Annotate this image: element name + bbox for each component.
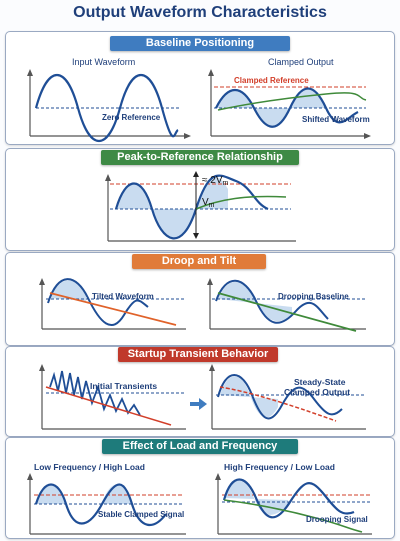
- baseline-diagram: Input Waveform Zero Reference Clamped Ou…: [27, 57, 371, 142]
- baseline-banner: Baseline Positioning: [110, 36, 290, 51]
- input-waveform: [34, 74, 179, 142]
- startup-diagram: Initial Transients Steady-State Clamped …: [39, 364, 366, 430]
- peak-dimension-arrows: [193, 171, 199, 239]
- load-left-axes: [27, 473, 186, 535]
- steady-fill: [220, 376, 278, 418]
- droop-panel: Droop and Tilt Tilted Waveform Drooping …: [5, 252, 395, 346]
- peak-banner: Peak-to-Reference Relationship: [101, 150, 299, 165]
- drooping-waveform: [215, 279, 329, 324]
- droop-green-line: [217, 292, 357, 332]
- high-freq-fill: [224, 480, 288, 515]
- low-frequency-label: Low Frequency / High Load: [34, 462, 145, 472]
- drooping-signal-label: Drooping Signal: [306, 515, 368, 524]
- startup-banner: Startup Transient Behavior: [118, 347, 278, 362]
- input-waveform-label: Input Waveform: [72, 57, 135, 67]
- steady-state-waveform: [217, 374, 343, 420]
- peak-panel: Peak-to-Reference Relationship ≈ 2Vm Vm: [5, 148, 395, 251]
- droop-right-axes: [207, 278, 366, 330]
- drooping-baseline-label: Drooping Baseline: [278, 292, 349, 301]
- drooping-fill: [218, 281, 292, 322]
- steady-red-trace: [219, 386, 337, 422]
- right-axes: [208, 69, 371, 139]
- tilt-line: [49, 292, 177, 326]
- green-trace: [217, 92, 367, 111]
- page-title: Output Waveform Characteristics: [73, 4, 327, 21]
- left-axes: [27, 69, 191, 139]
- startup-panel: Startup Transient Behavior Initial Trans…: [5, 346, 395, 437]
- steady-state-label-line2: Clamped Output: [284, 387, 350, 397]
- droop-banner: Droop and Tilt: [132, 254, 266, 269]
- load-diagram: Low Frequency / High Load Stable Clamped…: [27, 462, 372, 535]
- load-right-axes: [215, 473, 372, 535]
- clamped-reference-label: Clamped Reference: [234, 76, 309, 85]
- initial-transient-waveform: [49, 370, 141, 416]
- shifted-waveform-label: Shifted Waveform: [302, 115, 370, 124]
- clamped-output-label: Clamped Output: [268, 57, 334, 67]
- peak-waveform: [114, 174, 269, 240]
- initial-transients-label: Initial Transients: [90, 381, 157, 391]
- tilted-waveform-label: Tilted Waveform: [92, 292, 154, 301]
- transition-arrow: [190, 398, 207, 410]
- peak-diagram: ≈ 2Vm Vm: [105, 171, 296, 242]
- peak-vm-label: Vm: [202, 197, 215, 209]
- startup-droop-line: [45, 386, 172, 426]
- startup-left-axes: [39, 364, 186, 430]
- baseline-panel: Baseline Positioning Input Waveform Zero…: [5, 31, 395, 145]
- peak-axes: [105, 174, 296, 242]
- peak-green-trace: [195, 195, 287, 210]
- peak-fill: [116, 177, 228, 239]
- clamped-fill: [216, 88, 326, 127]
- high-frequency-label: High Frequency / Low Load: [224, 462, 335, 472]
- low-freq-waveform: [34, 483, 167, 526]
- peak-2vm-label: ≈ 2Vm: [202, 175, 229, 187]
- droop-diagram: Tilted Waveform Drooping Baseline: [39, 278, 366, 332]
- load-panel: Effect of Load and Frequency Low Frequen…: [5, 437, 395, 539]
- droop-left-axes: [39, 278, 186, 330]
- zero-reference-label: Zero Reference: [102, 113, 161, 122]
- high-freq-green-droop: [223, 499, 363, 533]
- stable-signal-label: Stable Clamped Signal: [98, 510, 184, 519]
- high-freq-waveform: [222, 478, 355, 519]
- load-banner: Effect of Load and Frequency: [102, 439, 298, 454]
- tilted-waveform: [47, 278, 149, 327]
- startup-right-axes: [209, 364, 366, 430]
- clamped-waveform: [215, 87, 359, 128]
- low-freq-fill: [36, 484, 132, 504]
- steady-state-label-line1: Steady-State: [294, 377, 346, 387]
